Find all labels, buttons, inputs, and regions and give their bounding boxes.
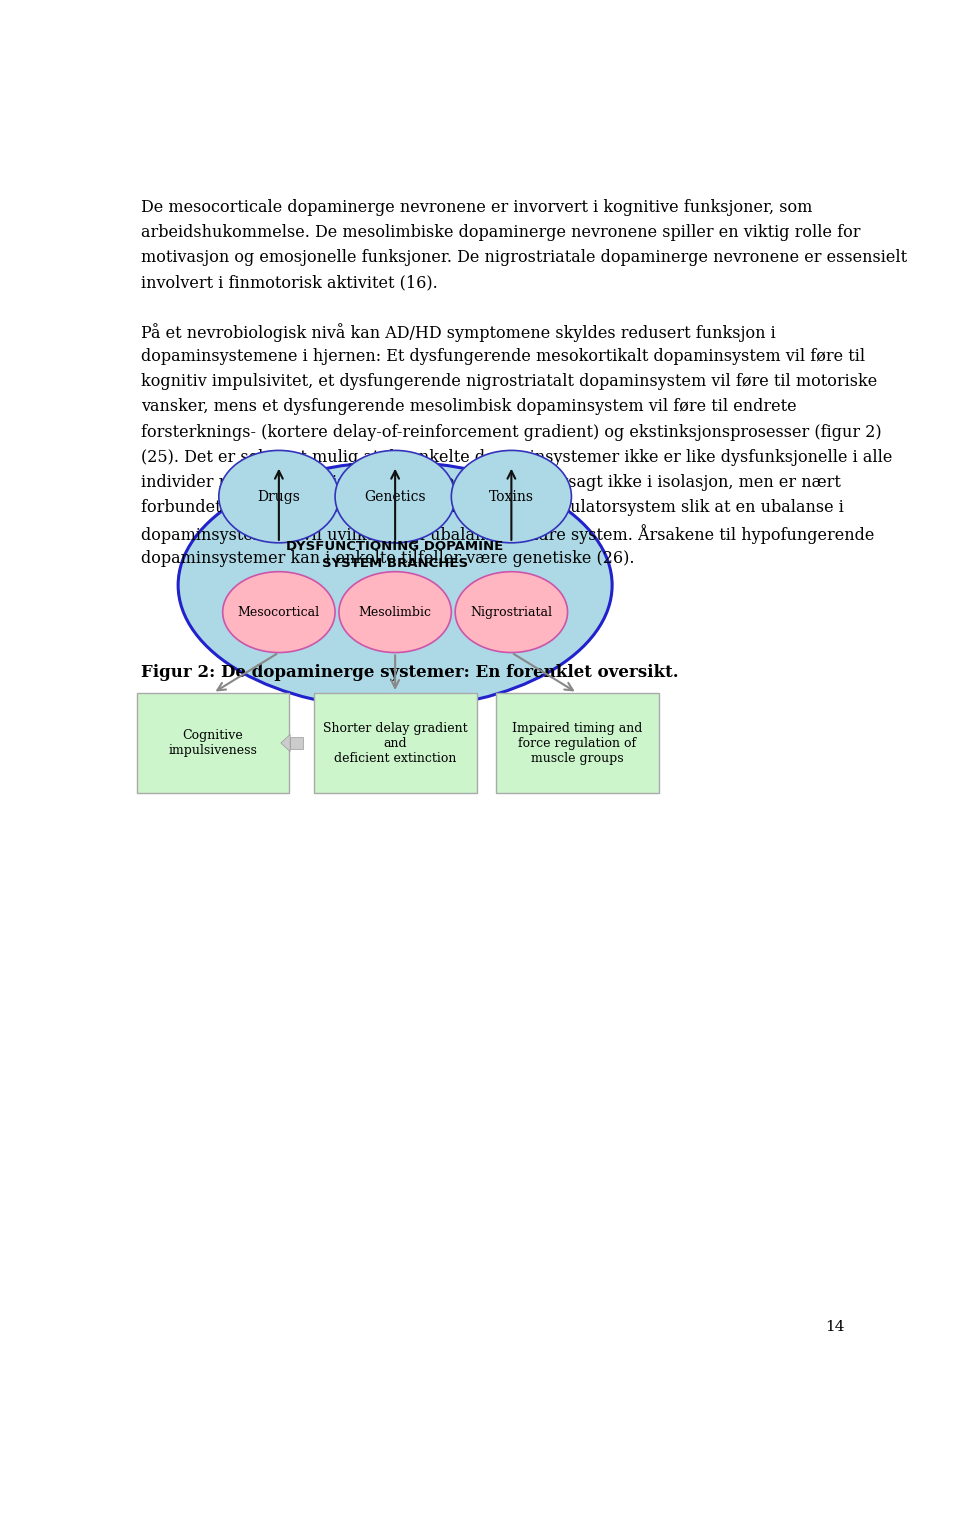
Text: DYSFUNCTIONING DOPAMINE: DYSFUNCTIONING DOPAMINE bbox=[286, 540, 504, 553]
Text: SYSTEM BRANCHES: SYSTEM BRANCHES bbox=[322, 557, 468, 571]
Text: arbeidshukommelse. De mesolimbiske dopaminerge nevronene spiller en viktig rolle: arbeidshukommelse. De mesolimbiske dopam… bbox=[141, 224, 860, 241]
Text: Genetics: Genetics bbox=[364, 489, 426, 504]
Text: Toxins: Toxins bbox=[489, 489, 534, 504]
Text: 14: 14 bbox=[826, 1320, 845, 1334]
Text: De mesocorticale dopaminerge nevronene er invorvert i kognitive funksjoner, som: De mesocorticale dopaminerge nevronene e… bbox=[141, 198, 812, 215]
Text: kognitiv impulsivitet, et dysfungerende nigrostriatalt dopaminsystem vil føre ti: kognitiv impulsivitet, et dysfungerende … bbox=[141, 372, 877, 391]
Text: Mesolimbic: Mesolimbic bbox=[359, 606, 432, 619]
FancyBboxPatch shape bbox=[290, 737, 303, 749]
Text: Figur 2: De dopaminerge systemer: En forenklet oversikt.: Figur 2: De dopaminerge systemer: En for… bbox=[141, 663, 679, 681]
Text: individer med ADHD. Disse systemene fungerer selvsagt ikke i isolasjon, men er n: individer med ADHD. Disse systemene fung… bbox=[141, 474, 841, 491]
Text: Nigrostriatal: Nigrostriatal bbox=[470, 606, 552, 619]
Text: dopaminsystemer kan i enkelte tilfeller være genetiske (26).: dopaminsystemer kan i enkelte tilfeller … bbox=[141, 550, 635, 566]
Text: forsterknings- (kortere delay-of-reinforcement gradient) og ekstinksjonsprosesse: forsterknings- (kortere delay-of-reinfor… bbox=[141, 424, 881, 441]
Text: (25). Det er selvsagt mulig at de enkelte dopaminsystemer ikke er like dysfunksj: (25). Det er selvsagt mulig at de enkelt… bbox=[141, 448, 892, 466]
Ellipse shape bbox=[179, 462, 612, 709]
Text: Mesocortical: Mesocortical bbox=[238, 606, 320, 619]
Ellipse shape bbox=[335, 450, 455, 544]
Text: Drugs: Drugs bbox=[257, 489, 300, 504]
FancyBboxPatch shape bbox=[137, 693, 289, 793]
Ellipse shape bbox=[339, 572, 451, 653]
Ellipse shape bbox=[223, 572, 335, 653]
Text: dopaminsystemene i hjernen: Et dysfungerende mesokortikalt dopaminsystem vil før: dopaminsystemene i hjernen: Et dysfunger… bbox=[141, 348, 865, 365]
Text: Shorter delay gradient
and
deficient extinction: Shorter delay gradient and deficient ext… bbox=[323, 722, 468, 765]
Text: motivasjon og emosjonelle funksjoner. De nigrostriatale dopaminerge nevronene er: motivasjon og emosjonelle funksjoner. De… bbox=[141, 250, 907, 266]
Ellipse shape bbox=[451, 450, 571, 544]
Text: vansker, mens et dysfungerende mesolimbisk dopaminsystem vil føre til endrete: vansker, mens et dysfungerende mesolimbi… bbox=[141, 398, 797, 415]
Ellipse shape bbox=[219, 450, 339, 544]
Text: involvert i finmotorisk aktivitet (16).: involvert i finmotorisk aktivitet (16). bbox=[141, 274, 438, 291]
FancyBboxPatch shape bbox=[314, 693, 476, 793]
Polygon shape bbox=[281, 734, 290, 751]
Ellipse shape bbox=[455, 572, 567, 653]
Text: Cognitive
impulsiveness: Cognitive impulsiveness bbox=[169, 730, 257, 757]
Text: dopaminsystemene vil uvilkårlig gi ubalanse i andre system. Årsakene til hypofun: dopaminsystemene vil uvilkårlig gi ubala… bbox=[141, 524, 875, 545]
FancyBboxPatch shape bbox=[496, 693, 659, 793]
Text: forbundet med andre nevrotransmitter og nevromodulatorsystem slik at en ubalanse: forbundet med andre nevrotransmitter og … bbox=[141, 500, 844, 516]
Text: På et nevrobiologisk nivå kan AD/HD symptomene skyldes redusert funksjon i: På et nevrobiologisk nivå kan AD/HD symp… bbox=[141, 322, 776, 342]
Text: Impaired timing and
force regulation of
muscle groups: Impaired timing and force regulation of … bbox=[512, 722, 642, 765]
